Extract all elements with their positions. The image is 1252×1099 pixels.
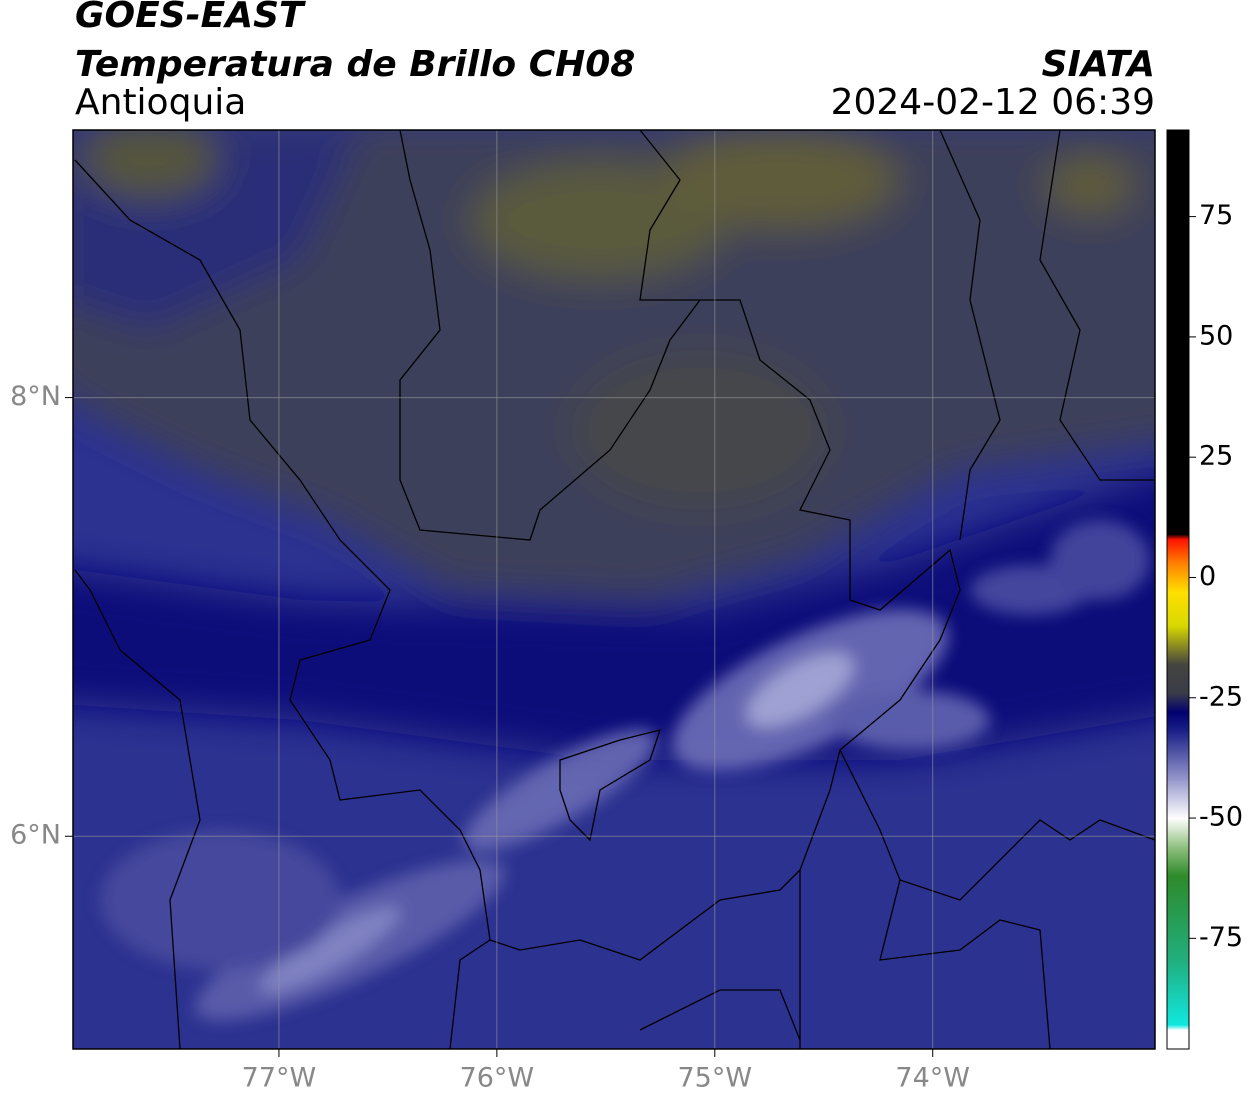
region: Antioquia <box>75 82 246 123</box>
colorbar-segment <box>1167 1029 1189 1050</box>
lat-tick-label: 8°N <box>10 381 61 412</box>
lon-tick-label: 77°W <box>242 1063 317 1094</box>
lat-tick-label: 6°N <box>10 820 61 851</box>
colorbar-segment <box>1167 563 1189 593</box>
lon-tick-label: 74°W <box>895 1063 970 1094</box>
colorbar-segment <box>1167 692 1189 713</box>
colorbar-segment <box>1167 625 1189 665</box>
colorbar-segment <box>1167 130 1189 535</box>
colorbar-segment <box>1167 875 1189 963</box>
colorbar-tick-label: 75 <box>1199 200 1233 231</box>
lon-tick-label: 76°W <box>460 1063 535 1094</box>
datetime: 2024-02-12 06:39 <box>831 82 1155 123</box>
colorbar-segment <box>1167 664 1189 694</box>
colorbar-segment <box>1167 818 1189 848</box>
colorbar-tick-label: -75 <box>1199 922 1243 953</box>
colorbar-segment <box>1167 779 1189 819</box>
colorbar-tick-label: -50 <box>1199 802 1243 833</box>
colorbar-segment <box>1167 534 1189 540</box>
colorbar-frame <box>1166 129 1190 1050</box>
colorbar-segment <box>1167 731 1189 781</box>
source: SIATA <box>1042 44 1155 85</box>
subtitle: Temperatura de Brillo CH08 <box>75 44 635 85</box>
title: GOES-EAST <box>75 0 306 36</box>
colorbar-segment <box>1167 712 1189 732</box>
colorbar-tick-label: 25 <box>1199 441 1233 472</box>
map-frame <box>72 129 1156 1050</box>
colorbar-segment <box>1167 538 1189 564</box>
colorbar-segment <box>1167 1024 1189 1031</box>
colorbar-tick-label: 0 <box>1199 561 1216 592</box>
lon-tick-label: 75°W <box>678 1063 753 1094</box>
colorbar-tick-label: 50 <box>1199 320 1233 351</box>
colorbar-segment <box>1167 591 1189 627</box>
colorbar-segment <box>1167 962 1189 1026</box>
colorbar-tick-label: -25 <box>1199 681 1243 712</box>
graticule <box>73 130 1155 1049</box>
colorbar-segment <box>1167 846 1189 877</box>
satellite-image <box>73 130 1155 1049</box>
colorbar <box>1167 130 1189 1050</box>
